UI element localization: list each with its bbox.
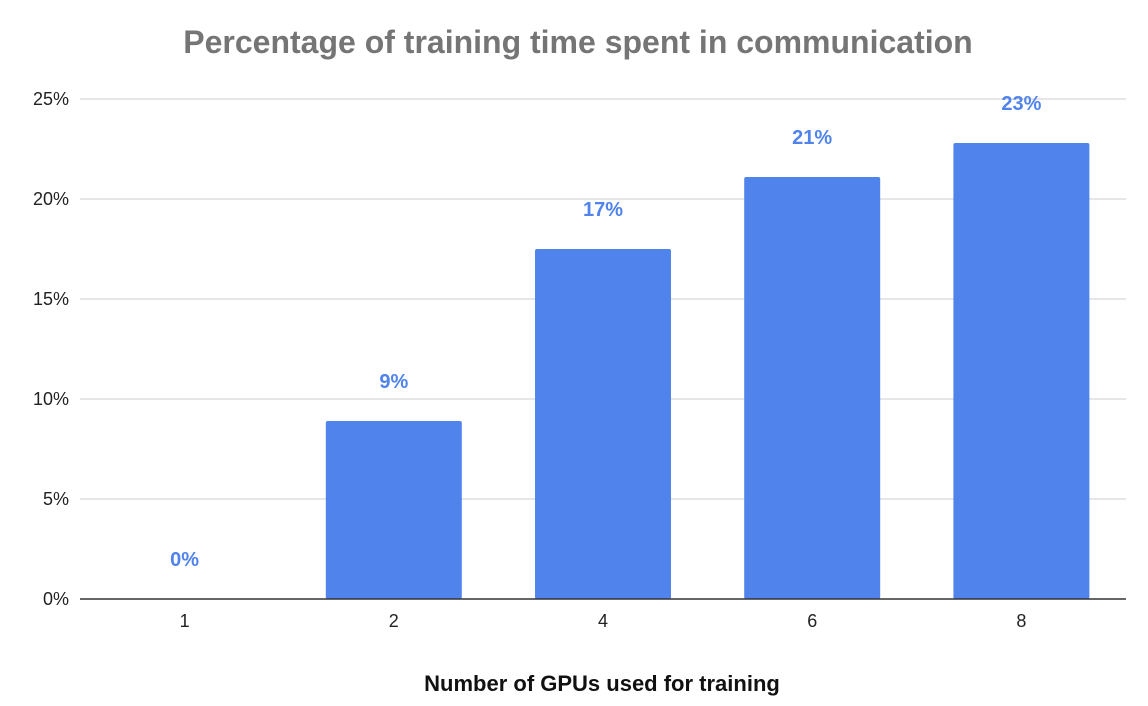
data-label-8: 23% <box>1001 93 1041 115</box>
x-tick-label: 1 <box>180 611 190 631</box>
x-tick-label: 8 <box>1016 611 1026 631</box>
bar-2 <box>325 421 462 599</box>
data-label-6: 21% <box>792 127 832 149</box>
x-tick-label: 6 <box>807 611 817 631</box>
x-tick-label: 2 <box>389 611 399 631</box>
y-tick-label: 20% <box>33 189 69 209</box>
data-label-4: 17% <box>583 199 623 221</box>
x-tick-label: 4 <box>598 611 608 631</box>
y-tick-label: 0% <box>43 589 69 609</box>
bar-4 <box>535 249 671 599</box>
y-tick-label: 25% <box>33 89 69 109</box>
bar-6 <box>744 177 881 599</box>
y-tick-label: 15% <box>33 289 69 309</box>
data-labels: 0% 9% 17% 21% 23% <box>170 93 1041 571</box>
data-label-2: 9% <box>379 371 408 393</box>
bars <box>325 143 1090 599</box>
x-axis-ticks: 1 2 4 6 8 <box>180 611 1027 631</box>
y-tick-label: 5% <box>43 489 69 509</box>
x-axis-title: Number of GPUs used for training <box>424 671 780 696</box>
y-tick-label: 10% <box>33 389 69 409</box>
bar-8 <box>953 143 1090 599</box>
y-axis-ticks: 0% 5% 10% 15% 20% 25% <box>33 89 69 609</box>
chart-title: Percentage of training time spent in com… <box>183 24 972 60</box>
data-label-1: 0% <box>170 549 199 571</box>
